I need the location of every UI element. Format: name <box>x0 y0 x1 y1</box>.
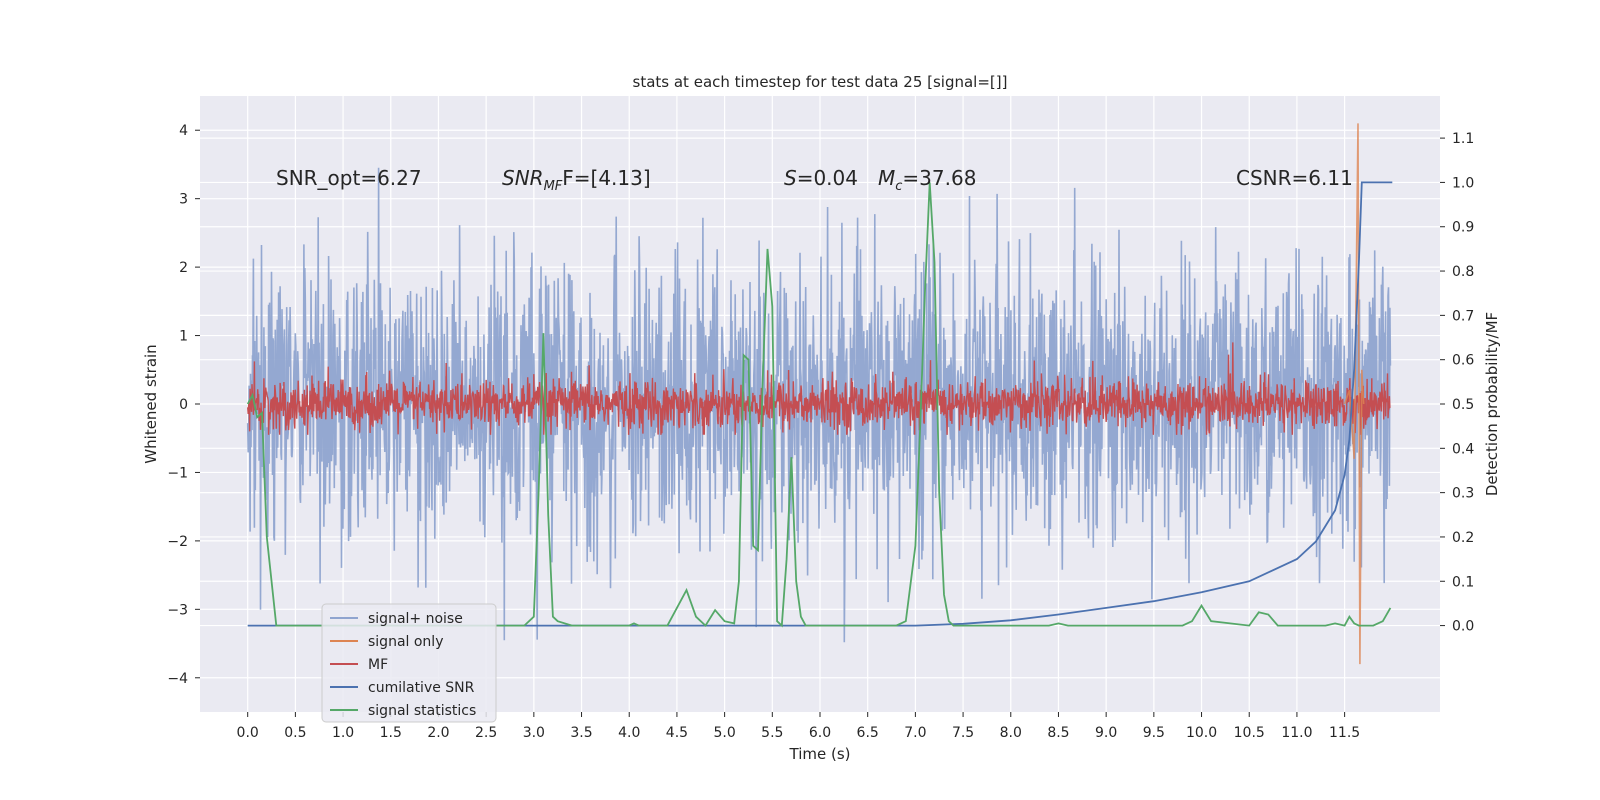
series-signal-only <box>1343 123 1365 665</box>
annotation-mc-main: M <box>878 166 895 190</box>
annotations: SNR_opt=6.27 SNRMFF=[4.13] S=0.04 Mc=37.… <box>276 166 1353 194</box>
y-tick-label-left: −4 <box>167 671 188 687</box>
axes: 0.0 0.5 1.0 1.5 2.0 2.5 3.0 3.5 4.0 4.5 5.0 5.5 6.0 6… <box>167 123 1474 741</box>
y-tick-label-left: −3 <box>167 602 188 618</box>
x-tick-label: 4.0 <box>618 725 640 741</box>
annotation-snr-mf-value: F=[4.13] <box>562 166 650 190</box>
chart-title: stats at each timestep for test data 25 … <box>633 73 1008 91</box>
annotation-s-value: =0.04 <box>797 166 858 190</box>
x-tick-label: 3.0 <box>523 725 545 741</box>
legend-box <box>321 603 497 723</box>
y-tick-label-right: 0.8 <box>1452 264 1474 280</box>
legend-label: MF <box>368 657 388 673</box>
series-signal-noise <box>246 167 1392 643</box>
annotation-snr-mf-sub: MF <box>544 179 563 194</box>
annotation-snr-mf: SNRMFF=[4.13] <box>502 166 651 194</box>
legend-label: signal only <box>368 634 443 650</box>
y-tick-label-left: −2 <box>167 534 188 550</box>
y-tick-label-right: 0.9 <box>1452 220 1474 236</box>
y-tick-label-right: 0.4 <box>1452 441 1474 457</box>
annotation-csnr: CSNR=6.11 <box>1236 166 1353 190</box>
y-tick-label-left: 0 <box>179 397 188 413</box>
y-axis-label-right: Detection probability/MF <box>1483 312 1501 496</box>
x-tick-label: 2.0 <box>427 725 449 741</box>
annotation-s-stat: S=0.04 <box>784 166 858 190</box>
y-tick-label-left: 1 <box>179 329 188 345</box>
x-tick-label: 1.0 <box>332 725 354 741</box>
y-tick-label-right: 0.5 <box>1452 397 1474 413</box>
series-signal-statistics <box>246 182 1392 628</box>
series-cumulative-snr <box>247 181 1393 627</box>
x-tick-label: 0.5 <box>284 725 306 741</box>
y-tick-label-right: 1.0 <box>1452 175 1474 191</box>
y-tick-label-left: 3 <box>179 192 188 208</box>
x-tick-label: 10.5 <box>1234 725 1265 741</box>
series-mf <box>247 342 1391 435</box>
x-tick-label: 8.0 <box>1000 725 1022 741</box>
y-tick-label-right: 1.1 <box>1452 131 1474 147</box>
x-tick-label: 8.5 <box>1047 725 1069 741</box>
x-tick-label: 5.5 <box>761 725 783 741</box>
legend-label: cumilative SNR <box>368 680 475 696</box>
x-tick-label: 2.5 <box>475 725 497 741</box>
y-tick-label-left: 2 <box>179 260 188 276</box>
x-tick-label: 10.0 <box>1186 725 1217 741</box>
x-tick-label: 1.5 <box>380 725 402 741</box>
legend-label: signal statistics <box>368 703 476 719</box>
annotation-mc-value: =37.68 <box>902 166 976 190</box>
annotation-snr-mf-main: SNR <box>502 166 544 190</box>
legend-label: signal+ noise <box>368 611 463 627</box>
y-tick-label-left: −1 <box>167 465 188 481</box>
x-tick-label: 5.0 <box>713 725 735 741</box>
x-tick-label: 9.5 <box>1143 725 1165 741</box>
y-tick-label-right: 0.3 <box>1452 486 1474 502</box>
annotation-s-main: S <box>784 166 797 190</box>
annotation-snr-opt: SNR_opt=6.27 <box>276 166 422 190</box>
series-layer <box>246 123 1393 665</box>
y-tick-label-right: 0.2 <box>1452 530 1474 546</box>
x-tick-label: 3.5 <box>570 725 592 741</box>
x-tick-label: 7.5 <box>952 725 974 741</box>
x-tick-label: 11.5 <box>1329 725 1360 741</box>
x-tick-label: 11.0 <box>1281 725 1312 741</box>
x-tick-label: 6.5 <box>857 725 879 741</box>
y-axis-label-left: Whitened strain <box>142 344 160 463</box>
y-tick-label-right: 0.1 <box>1452 574 1474 590</box>
annotation-mc-sub: c <box>895 179 902 194</box>
y-tick-label-right: 0.7 <box>1452 308 1474 324</box>
y-tick-label-left: 4 <box>179 123 188 139</box>
y-tick-label-right: 0.6 <box>1452 353 1474 369</box>
y-tick-label-right: 0.0 <box>1452 619 1474 635</box>
x-axis-label: Time (s) <box>789 745 851 763</box>
x-tick-label: 0.0 <box>237 725 259 741</box>
legend: signal+ noise signal only MF cumilative SNR… <box>321 603 497 723</box>
x-tick-label: 4.5 <box>666 725 688 741</box>
annotation-mc: Mc=37.68 <box>878 166 976 194</box>
x-tick-label: 9.0 <box>1095 725 1117 741</box>
x-tick-label: 6.0 <box>809 725 831 741</box>
x-tick-label: 7.0 <box>904 725 926 741</box>
